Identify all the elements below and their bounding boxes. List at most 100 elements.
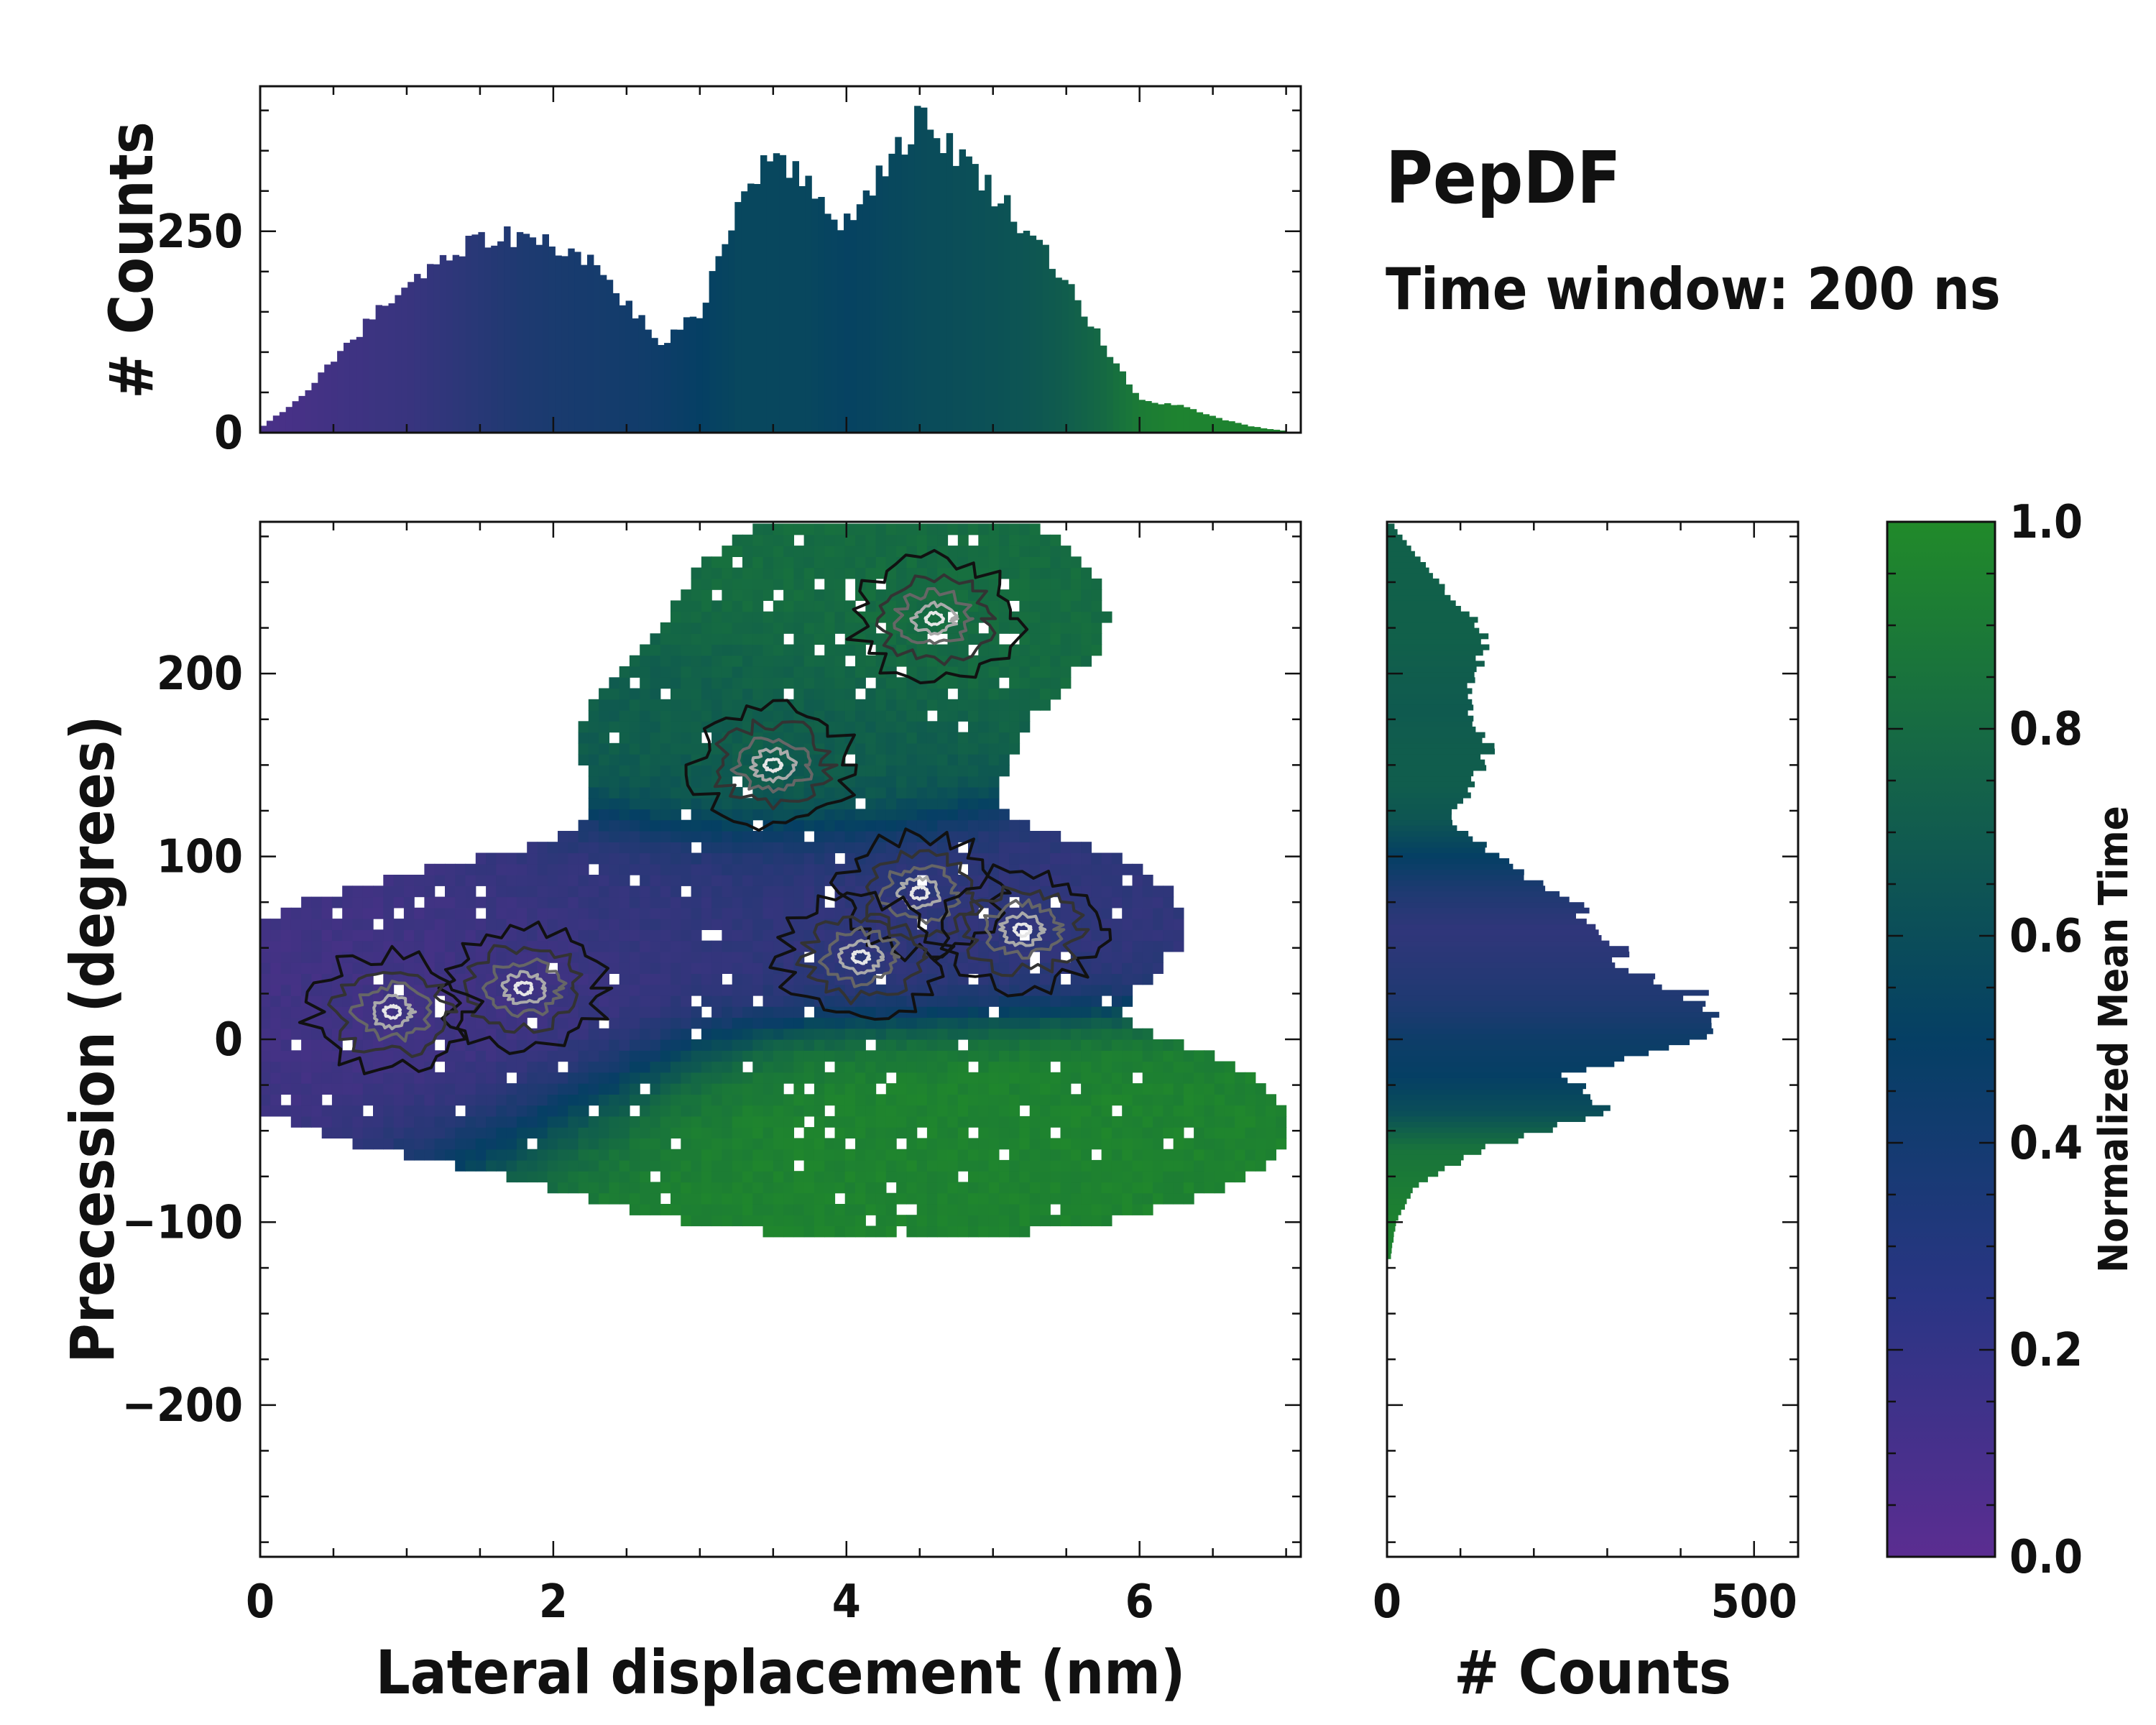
- heatmap-cell: [609, 951, 620, 963]
- heatmap-cell: [998, 644, 1010, 656]
- heatmap-cell: [968, 1050, 979, 1062]
- heatmap-cell: [926, 1192, 938, 1205]
- heatmap-cell: [998, 852, 1010, 865]
- heatmap-cell: [1060, 546, 1072, 557]
- heatmap-cell: [331, 1017, 343, 1029]
- heatmap-cell: [578, 1050, 589, 1062]
- heatmap-cell: [834, 809, 846, 821]
- heatmap-cell: [783, 677, 794, 689]
- heatmap-cell: [937, 742, 949, 755]
- heatmap-cell: [1142, 1050, 1153, 1062]
- heatmap-cell: [486, 1083, 497, 1095]
- heatmap-cell: [496, 1083, 507, 1095]
- heatmap-cell: [671, 984, 681, 996]
- heatmap-cell: [558, 1127, 568, 1138]
- heatmap-cell: [793, 1204, 805, 1215]
- heatmap-cell: [844, 1105, 856, 1117]
- heatmap-cell: [496, 919, 507, 930]
- heatmap-cell: [752, 1171, 764, 1183]
- top-histogram-bar: [939, 153, 947, 433]
- heatmap-cell: [916, 1083, 928, 1095]
- heatmap-cell: [434, 907, 446, 919]
- heatmap-cell: [763, 907, 774, 919]
- heatmap-cell: [834, 1094, 846, 1106]
- heatmap-cell: [844, 622, 856, 634]
- heatmap-cell: [957, 875, 969, 886]
- heatmap-cell: [650, 875, 661, 886]
- heatmap-cell: [1060, 1192, 1072, 1205]
- heatmap-cell: [403, 1094, 415, 1106]
- right-histogram-bar: [1387, 1034, 1708, 1040]
- heatmap-cell: [640, 886, 651, 898]
- heatmap-cell: [803, 534, 815, 546]
- heatmap-cell: [496, 1149, 507, 1161]
- heatmap-cell: [773, 1050, 784, 1062]
- heatmap-cell: [906, 688, 918, 700]
- heatmap-cell: [957, 1061, 969, 1073]
- right-histogram-bar: [1387, 606, 1461, 612]
- heatmap-cell: [558, 1017, 568, 1029]
- right-histogram-bar: [1387, 627, 1480, 634]
- heatmap-cell: [1070, 1050, 1082, 1062]
- heatmap-cell: [875, 798, 887, 810]
- heatmap-cell: [1224, 1094, 1235, 1106]
- heatmap-cell: [547, 1072, 558, 1084]
- heatmap-cell: [660, 819, 671, 832]
- heatmap-cell: [834, 622, 846, 634]
- heatmap-cell: [865, 1028, 877, 1040]
- heatmap-cell: [352, 1094, 364, 1106]
- heatmap-cell: [742, 754, 753, 765]
- top-histogram-bar: [414, 274, 421, 433]
- heatmap-cell: [793, 973, 805, 985]
- heatmap-cell: [671, 809, 681, 821]
- heatmap-cell: [506, 1149, 517, 1161]
- right-histogram-bar: [1387, 1072, 1562, 1078]
- heatmap-cell: [947, 699, 959, 711]
- heatmap-cell: [752, 1072, 764, 1084]
- heatmap-cell: [783, 1072, 794, 1084]
- heatmap-cell: [393, 886, 405, 898]
- heatmap-cell: [1142, 886, 1153, 898]
- right-histogram-bar: [1387, 1204, 1405, 1210]
- heatmap-cell: [793, 819, 805, 832]
- heatmap-cell: [803, 886, 815, 898]
- heatmap-cell: [1029, 1171, 1041, 1183]
- heatmap-cell: [424, 1083, 436, 1095]
- contour-line: [845, 548, 1029, 685]
- heatmap-cell: [1009, 1159, 1021, 1172]
- heatmap-cell: [896, 721, 907, 733]
- heatmap-cell: [691, 852, 702, 865]
- heatmap-cell: [701, 1017, 712, 1029]
- heatmap-cell: [588, 819, 599, 832]
- heatmap-cell: [290, 1017, 302, 1029]
- heatmap-cell: [814, 765, 825, 777]
- heatmap-cell: [906, 1138, 918, 1150]
- heatmap-cell: [588, 1028, 599, 1040]
- heatmap-cell: [1163, 1116, 1174, 1128]
- heatmap-cell: [1070, 962, 1082, 974]
- heatmap-cell: [1153, 1171, 1164, 1183]
- heatmap-cell: [1009, 1050, 1021, 1062]
- heatmap-cell: [865, 567, 877, 579]
- top-histogram-bar: [1145, 401, 1152, 433]
- heatmap-cell: [609, 1182, 620, 1194]
- heatmap-cell: [455, 907, 466, 919]
- heatmap-cell: [916, 742, 928, 755]
- top-histogram-bar: [1087, 326, 1095, 433]
- heatmap-cell: [824, 1028, 836, 1040]
- heatmap-cell: [599, 710, 609, 722]
- heatmap-cell: [1070, 1159, 1082, 1172]
- heatmap-cell: [998, 1127, 1010, 1138]
- heatmap-cell: [722, 1182, 733, 1194]
- heatmap-cell: [998, 666, 1010, 678]
- heatmap-cell: [1019, 852, 1031, 865]
- heatmap-cell: [803, 556, 815, 569]
- heatmap-cell: [1040, 1039, 1051, 1051]
- top-histogram-bar: [612, 293, 620, 433]
- heatmap-cell: [640, 1204, 651, 1215]
- heatmap-cell: [896, 523, 907, 535]
- heatmap-cell: [434, 919, 446, 930]
- heatmap-cell: [434, 1105, 446, 1117]
- heatmap-cell: [1060, 929, 1072, 942]
- right-histogram-bar: [1387, 1077, 1568, 1084]
